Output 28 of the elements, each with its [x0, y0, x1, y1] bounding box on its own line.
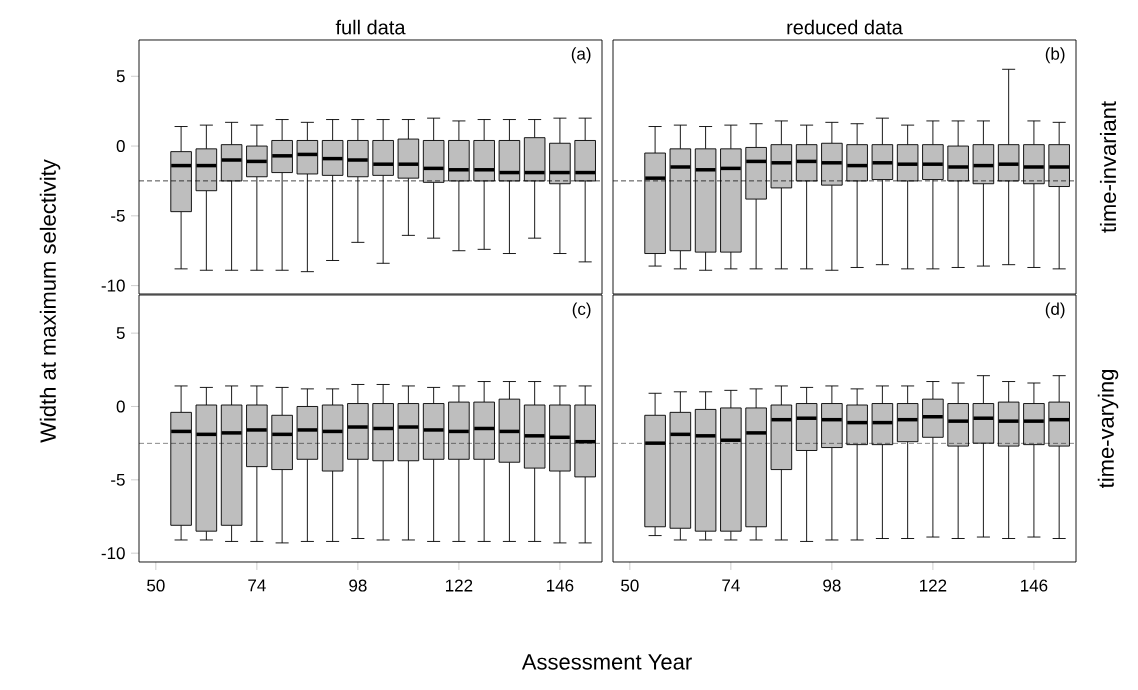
x-tick-label: 98 [349, 579, 367, 592]
x-axis-title: Assessment Year [521, 654, 692, 670]
y-tick-label: 0 [116, 140, 125, 153]
y-tick-label: -5 [111, 473, 125, 486]
y-tick-label: -10 [101, 547, 125, 560]
annotation: (b) [1045, 47, 1065, 64]
chart-title: reduced data [787, 19, 903, 35]
x-tick-label: 74 [722, 579, 740, 592]
x-tick-label: 146 [1021, 579, 1048, 592]
y-tick-label: -10 [101, 279, 125, 292]
y2-axis-title: time-invariant [1099, 101, 1117, 233]
y-tick-label: 5 [116, 70, 125, 83]
annotation: (d) [1045, 302, 1065, 319]
x-tick-label: 50 [147, 579, 165, 592]
x-tick-label: 146 [547, 579, 574, 592]
annotation: (c) [572, 302, 591, 319]
x-tick-label: 74 [248, 579, 266, 592]
x-tick-label: 122 [920, 579, 947, 592]
y-tick-label: -5 [111, 209, 125, 222]
y-tick-label: 0 [116, 400, 125, 413]
annotation: (a) [571, 47, 591, 64]
y-axis-title: Width at maximum selectivity [39, 159, 61, 443]
chart-title: full data [335, 19, 406, 35]
x-tick-label: 98 [823, 579, 841, 592]
x-tick-label: 122 [446, 579, 473, 592]
y2-axis-title: time-varying [1097, 370, 1119, 489]
x-tick-label: 50 [621, 579, 639, 592]
y-tick-label: 5 [116, 327, 125, 340]
